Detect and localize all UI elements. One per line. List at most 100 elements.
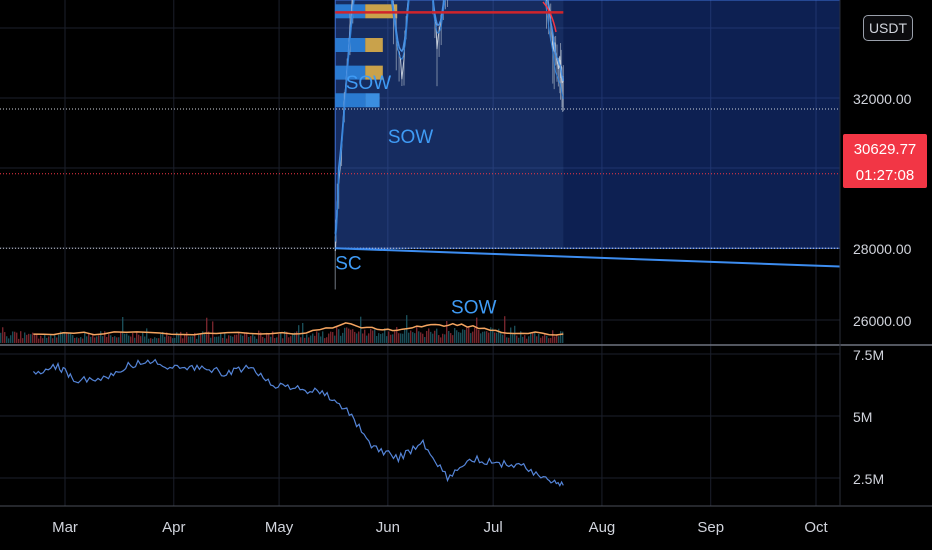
- volume-bar: [168, 336, 170, 343]
- volume-bar: [404, 329, 406, 343]
- time-tick-sep: Sep: [697, 519, 724, 536]
- volume-bar: [464, 329, 466, 343]
- countdown-label: 01:27:08: [856, 167, 914, 184]
- volume-bar: [32, 332, 34, 343]
- volume-bar: [162, 331, 164, 343]
- volume-bar: [250, 336, 252, 343]
- volume-bar: [130, 336, 132, 343]
- volume-bar: [512, 334, 514, 343]
- volume-bar: [186, 332, 188, 343]
- volume-bar: [50, 335, 52, 343]
- volume-bar: [46, 337, 48, 343]
- volume-bars: [0, 315, 564, 343]
- volume-bar: [452, 335, 454, 343]
- volume-bar: [188, 336, 190, 343]
- volume-bar: [264, 338, 266, 343]
- volume-bar: [496, 332, 498, 343]
- volume-bar: [160, 333, 162, 343]
- volume-bar: [118, 337, 120, 343]
- volume-bar: [532, 332, 534, 343]
- volume-bar: [436, 328, 438, 343]
- volume-bar: [534, 331, 536, 343]
- volume-bar: [52, 338, 54, 343]
- volume-bar: [426, 330, 428, 343]
- oscillator-tick: 7.5M: [853, 347, 884, 363]
- volume-bar: [16, 332, 18, 343]
- volume-bar: [140, 336, 142, 343]
- volume-bar: [228, 335, 230, 343]
- volume-bar: [466, 327, 468, 343]
- time-tick-apr: Apr: [162, 519, 185, 536]
- volume-bar: [260, 332, 262, 343]
- volume-bar: [72, 335, 74, 343]
- volume-bar: [294, 332, 296, 343]
- volume-bar: [150, 338, 152, 343]
- volume-bar: [190, 336, 192, 343]
- volume-bar: [8, 338, 10, 343]
- volume-bar: [124, 333, 126, 343]
- volume-bar: [402, 333, 404, 343]
- volume-bar: [478, 330, 480, 343]
- volume-bar: [470, 333, 472, 343]
- volume-bar: [308, 337, 310, 343]
- volume-bar: [480, 333, 482, 343]
- volume-bar: [386, 336, 388, 343]
- volume-bar: [292, 332, 294, 343]
- volume-bar: [306, 334, 308, 343]
- volume-bar: [516, 335, 518, 343]
- volume-bar: [420, 332, 422, 343]
- volume-bar: [136, 331, 138, 343]
- volume-bar: [240, 334, 242, 343]
- volume-bar: [10, 335, 12, 343]
- time-tick-aug: Aug: [589, 519, 616, 536]
- volume-bar: [270, 336, 272, 343]
- time-tick-may: May: [265, 519, 294, 536]
- volume-bar: [194, 332, 196, 343]
- volume-bar: [172, 338, 174, 343]
- volume-bar: [268, 333, 270, 343]
- volume-bar: [536, 336, 538, 343]
- volume-bar: [500, 332, 502, 343]
- volume-bar: [526, 338, 528, 343]
- volume-bar: [74, 337, 76, 343]
- currency-button[interactable]: USDT: [863, 15, 913, 41]
- volume-bar: [412, 332, 414, 343]
- volume-bar: [242, 335, 244, 343]
- time-tick-mar: Mar: [52, 519, 78, 536]
- volume-bar: [528, 336, 530, 343]
- volume-bar: [448, 331, 450, 343]
- volume-bar: [304, 337, 306, 343]
- volume-bar: [544, 333, 546, 343]
- volume-bar: [120, 332, 122, 343]
- volume-bar: [26, 334, 28, 343]
- volume-bar: [378, 333, 380, 343]
- volume-bar: [40, 335, 42, 343]
- volume-bar: [460, 332, 462, 343]
- volume-bar: [444, 334, 446, 343]
- volume-bar: [546, 335, 548, 343]
- volume-bar: [108, 334, 110, 343]
- volume-bar: [142, 332, 144, 343]
- volume-bar: [396, 326, 398, 343]
- oscillator-line: [32, 358, 564, 488]
- volume-bar: [330, 331, 332, 343]
- volume-bar: [476, 317, 478, 343]
- volume-bar: [82, 338, 84, 343]
- volume-bar: [498, 328, 500, 343]
- volume-bar: [68, 332, 70, 343]
- price-tick: 28000.00: [853, 241, 912, 257]
- volume-bar: [28, 333, 30, 343]
- volume-bar: [422, 333, 424, 343]
- volume-bar: [154, 337, 156, 343]
- trend-line: [335, 247, 841, 268]
- volume-bar: [356, 333, 358, 343]
- volume-bar: [278, 334, 280, 343]
- volume-profile-row: [365, 65, 383, 80]
- volume-bar: [22, 338, 24, 343]
- volume-bar: [236, 334, 238, 343]
- volume-bar: [164, 336, 166, 343]
- volume-bar: [112, 337, 114, 343]
- volume-bar: [98, 335, 100, 343]
- volume-bar: [62, 332, 64, 343]
